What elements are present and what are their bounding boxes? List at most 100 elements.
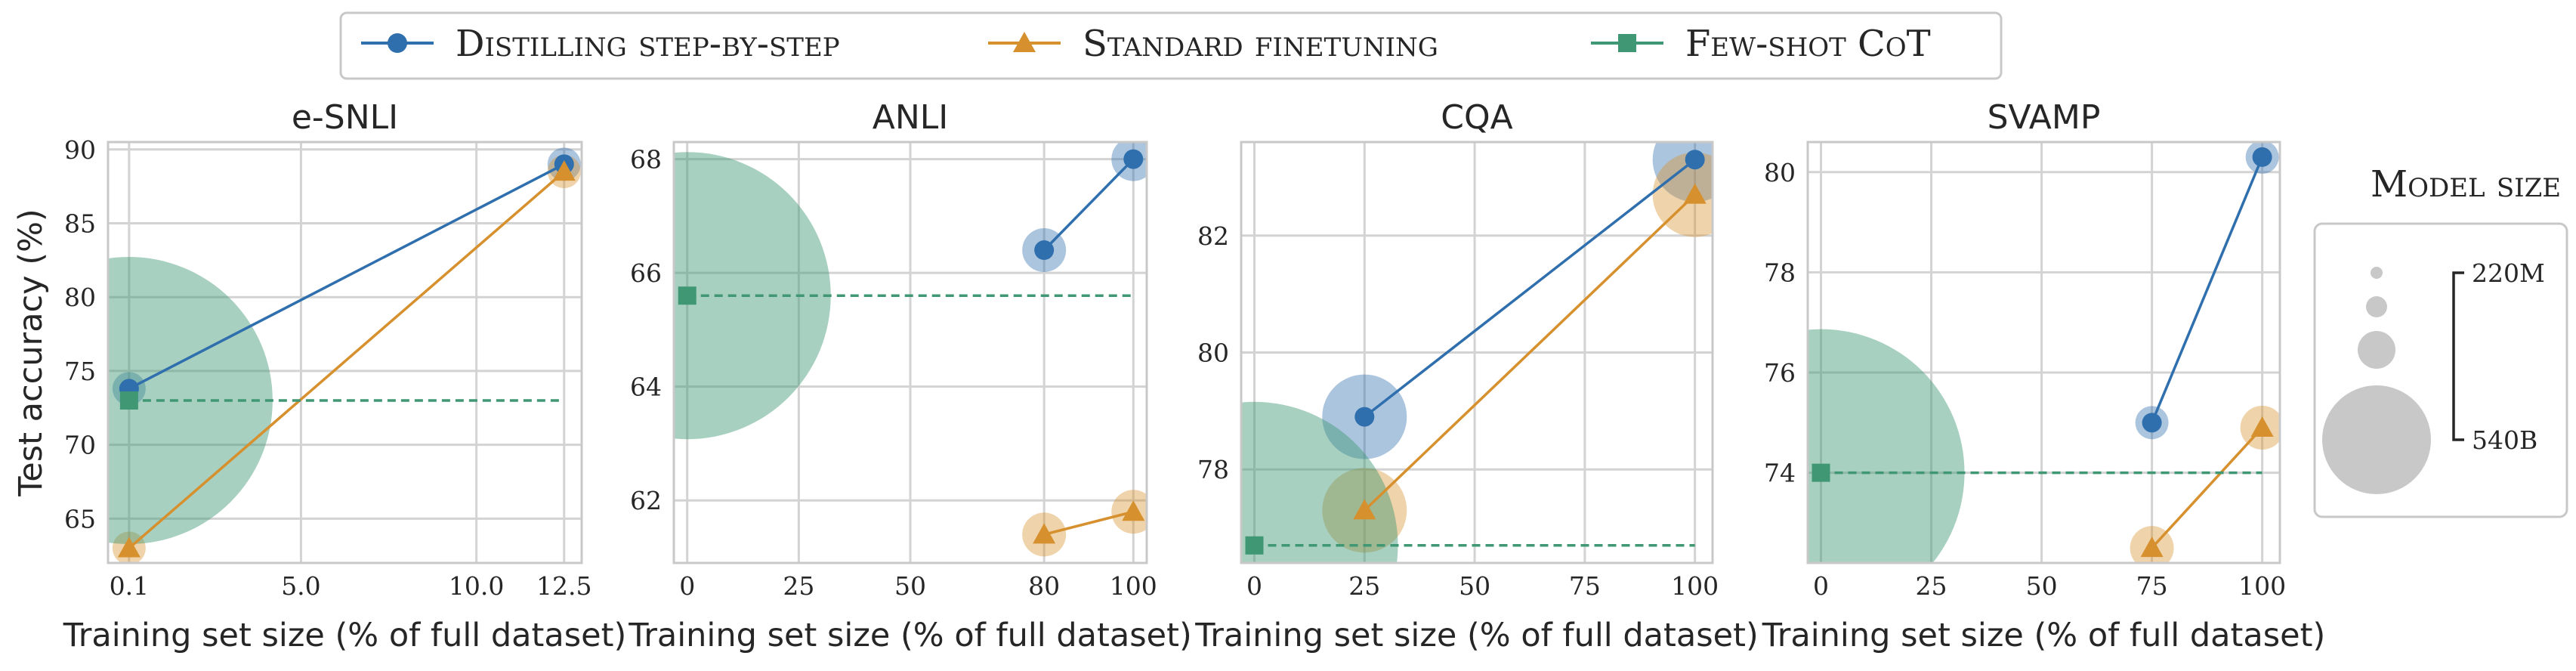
size-legend-top-label: 220M (2472, 258, 2545, 288)
data-point (2142, 413, 2162, 433)
y-tick-label: 64 (630, 373, 662, 402)
series-marks (1245, 150, 1707, 555)
size-bracket (2452, 271, 2464, 441)
legend-label: Distilling step-by-step (456, 23, 840, 65)
y-tick-label: 75 (64, 357, 96, 386)
data-point (1353, 499, 1376, 520)
y-tick-label: 80 (64, 283, 96, 312)
series-line (2150, 156, 2264, 424)
legend-label: Few-shot CoT (1685, 23, 1931, 65)
tick-labels: 0 25 50 75 100 74 76 78 80 (1764, 158, 2286, 601)
data-point (1812, 463, 1830, 482)
chart-title: ANLI (873, 98, 949, 137)
y-tick-label: 80 (1764, 158, 1796, 187)
size-legend-bubble-icon (2322, 385, 2431, 494)
model-size-bubble (674, 152, 831, 440)
series-line (1043, 510, 1134, 536)
data-point (1683, 183, 1707, 204)
data-point (1245, 536, 1264, 555)
x-tick-label: 80 (1028, 571, 1060, 601)
x-tick-label: 100 (2238, 571, 2286, 601)
legend-item-distilling-step-by-step: Distilling step-by-step (361, 23, 840, 65)
series-line (2151, 426, 2263, 549)
x-tick-label: 50 (894, 571, 926, 601)
model-size-bubble (1652, 152, 1713, 237)
legend-label: Standard finetuning (1083, 23, 1438, 65)
grid (1241, 142, 1713, 563)
y-tick-label: 70 (64, 431, 96, 460)
x-axis-label: Training set size (% of full dataset) (1762, 617, 2326, 654)
data-point (119, 391, 138, 410)
series-line (1364, 193, 1696, 512)
grid (674, 142, 1147, 563)
series-distilling-step-by-step (1354, 150, 1705, 427)
y-tick-label: 90 (64, 135, 96, 165)
x-tick-label: 0 (1813, 571, 1829, 601)
size-legend: Model size 220M 540B (2313, 163, 2568, 518)
legend-item-few-shot-cot: Few-shot CoT (1591, 23, 1931, 65)
y-tick-label: 76 (1764, 358, 1796, 388)
chart-panel-anli: 0 25 50 80 100 62 64 66 68 ANLI Training set size … (628, 98, 1192, 654)
x-tick-label: 5.0 (281, 571, 320, 601)
data-point (1123, 149, 1144, 169)
x-axis-label: Training set size (% of full dataset) (628, 617, 1192, 654)
x-tick-label: 50 (2026, 571, 2058, 601)
data-point (2140, 536, 2164, 558)
data-point (2250, 416, 2274, 437)
size-legend-bubble-icon (2358, 331, 2395, 369)
series-line (1042, 158, 1135, 252)
series-line (1364, 158, 1696, 418)
charts: 0.1 5.0 10.0 12.5 65 70 75 80 85 90 e-SNLI Training… (12, 98, 2326, 654)
series-standard-finetuning (1353, 183, 1707, 520)
y-tick-label: 82 (1197, 221, 1229, 251)
y-axis-label: Test accuracy (%) (12, 209, 50, 496)
plot-frame (107, 141, 583, 564)
x-tick-label: 75 (2136, 571, 2168, 601)
x-tick-label: 0 (1246, 571, 1262, 601)
x-tick-label: 25 (1916, 571, 1947, 601)
x-tick-label: 0.1 (110, 571, 149, 601)
triangle-marker-icon (1013, 32, 1036, 52)
x-tick-label: 100 (1110, 571, 1157, 601)
series-marks (678, 149, 1145, 544)
x-tick-label: 12.5 (536, 571, 591, 601)
data-point (2252, 147, 2272, 167)
tick-labels: 0 25 50 80 100 62 64 66 68 (630, 145, 1157, 601)
series-distilling-step-by-step (2142, 147, 2272, 433)
x-tick-label: 25 (1348, 571, 1380, 601)
series-distilling-step-by-step (1034, 149, 1144, 261)
y-tick-label: 65 (64, 504, 96, 533)
series-standard-finetuning (117, 160, 576, 558)
y-tick-label: 62 (630, 486, 662, 515)
size-legend-title: Model size (2371, 163, 2561, 206)
series-line (128, 170, 565, 549)
legend-box (339, 11, 2003, 80)
size-legend-bottom-label: 540B (2472, 425, 2537, 455)
size-legend-bubble-icon (2366, 296, 2387, 317)
data-point (1354, 407, 1375, 427)
series-few-shot-cot (678, 286, 1134, 305)
y-tick-label: 80 (1197, 339, 1229, 368)
x-tick-label: 75 (1569, 571, 1601, 601)
series-line (128, 162, 565, 390)
chart-panel-svamp: 0 25 50 75 100 74 76 78 80 SVAMP Training set size… (1762, 98, 2326, 654)
grid (1808, 142, 2280, 563)
plot-frame (1806, 141, 2281, 564)
x-axis-label: Training set size (% of full dataset) (1194, 617, 1759, 654)
series-standard-finetuning (2140, 416, 2274, 558)
model-size-bubble (1241, 401, 1398, 563)
x-axis-label: Training set size (% of full dataset) (63, 617, 627, 654)
data-point (1122, 500, 1145, 521)
series-standard-finetuning (1033, 500, 1145, 544)
plot-frame (1240, 141, 1714, 564)
size-legend-bubble-icon (2371, 267, 2383, 279)
data-point (117, 536, 141, 558)
chart-panel-e-snli: 0.1 5.0 10.0 12.5 65 70 75 80 85 90 e-SNLI Training… (12, 98, 627, 654)
series-few-shot-cot (119, 391, 564, 410)
series-few-shot-cot (1812, 463, 2262, 482)
legend: Distilling step-by-step Standard finetuni… (339, 11, 2003, 80)
x-tick-label: 25 (783, 571, 814, 601)
data-point (1034, 240, 1055, 261)
y-tick-label: 78 (1197, 455, 1229, 484)
